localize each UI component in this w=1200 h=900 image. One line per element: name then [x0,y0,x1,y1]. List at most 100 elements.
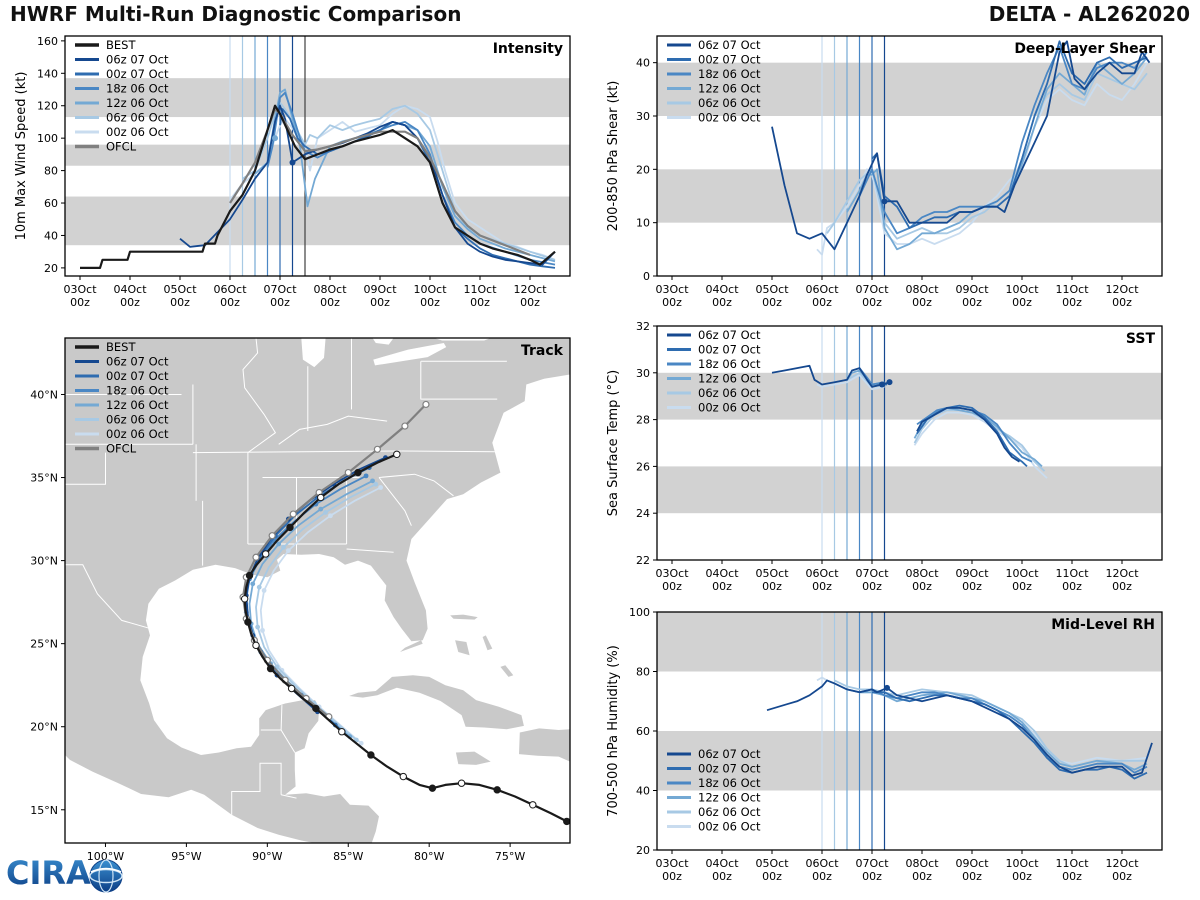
y-tick-label: 22 [636,554,650,567]
y-axis-title: 10m Max Wind Speed (kt) [14,72,29,241]
x-tick-label: 11Oct [1055,857,1089,870]
x-tick-label: 07Oct [855,857,889,870]
legend-label: 06z 07 Oct [698,328,761,342]
track-panel: 15°N 20°N 25°N 30°N 35°N 40°N 100°W 95°W 90°W 85°… [30,337,571,863]
x-tick-label: 03Oct [655,567,689,580]
x-tick-label: 00z [812,296,832,309]
x-tick-label: 07Oct [855,567,889,580]
x-tick-label: 09Oct [955,567,989,580]
legend-item: 00z 06 Oct [75,427,169,441]
x-tick-label: 11Oct [1055,567,1089,580]
legend-item: 12z 06 Oct [667,82,761,96]
track-point [328,513,333,519]
data-marker [881,198,888,205]
legend-item: OFCL [75,140,137,154]
y-tick-label: 32 [636,320,650,333]
intensity-panel: 2040608010012014016003Oct00z04Oct00z05Oc… [14,35,571,309]
y-tick-label: 25°N [30,638,58,651]
x-tick-label: 00z [270,296,290,309]
track-point [370,478,375,484]
x-tick-label: 00z [70,296,90,309]
x-tick-label: 00z [1012,870,1032,883]
x-tick-label: 00z [220,296,240,309]
y-tick-label: 40 [636,57,650,70]
x-tick-label: 10Oct [1005,567,1039,580]
shaded-band [657,731,1162,791]
track-point [401,422,409,430]
rh-panel: 2040608010003Oct00z04Oct00z05Oct00z06Oct… [606,606,1163,883]
legend-label: 18z 06 Oct [106,384,169,398]
track-point [428,784,437,792]
track-point [256,584,262,590]
track-point [422,400,430,409]
x-tick-label: 00z [370,296,390,309]
data-marker [884,684,890,691]
x-tick-label: 06Oct [213,283,247,296]
shear-title: Deep-Layer Shear [1014,41,1155,57]
landmass [450,614,478,620]
data-marker [879,381,885,388]
x-tick-label: 05Oct [755,283,789,296]
cira-logo: CIRA [6,854,123,893]
rh-title: Mid-Level RH [1051,617,1155,633]
x-tick-label: 04Oct [705,567,739,580]
track-point [358,740,364,746]
y-axis-title: 700-500 hPa Humidity (%) [606,645,621,817]
x-tick-label: 00z [712,870,732,883]
legend-label: 06z 06 Oct [106,111,169,125]
x-tick-label: 85°W [333,850,363,863]
legend-label: 06z 06 Oct [106,413,169,427]
x-tick-label: 09Oct [955,857,989,870]
x-tick-label: 00z [862,580,882,593]
storm-tracks [239,400,570,826]
x-tick-label: 03Oct [63,283,97,296]
legend-item: 00z 06 Oct [667,401,761,415]
track-point [317,493,325,502]
y-tick-label: 20 [44,262,58,275]
x-tick-label: 05Oct [163,283,197,296]
y-tick-label: 80 [636,666,650,679]
plot-frame [656,325,1163,561]
x-tick-label: 10Oct [1005,857,1039,870]
track-point [252,641,260,650]
y-tick-label: 60 [44,197,58,210]
track-point [281,544,286,550]
x-tick-label: 00z [420,296,440,309]
legend-label: BEST [106,340,136,354]
track-point [373,445,381,453]
legend-label: 00z 07 Oct [698,343,761,357]
x-tick-label: 00z [1112,870,1132,883]
track-point [354,468,362,477]
x-tick-label: 00z [1062,580,1082,593]
x-tick-label: 03Oct [655,283,689,296]
intensity-series-best [80,104,556,269]
map-land [65,338,570,843]
sst-panel: 22242628303203Oct00z04Oct00z05Oct00z06Oc… [606,320,1163,593]
x-tick-label: 05Oct [755,567,789,580]
x-tick-label: 00z [1062,870,1082,883]
plot-frame [64,35,571,277]
legend-label: 12z 06 Oct [106,398,169,412]
x-tick-label: 00z [1112,296,1132,309]
y-tick-label: 28 [636,414,650,427]
track-best [243,453,568,823]
legend-label: 00z 06 Oct [698,820,761,834]
track-point [318,506,324,512]
legend-item: 06z 07 Oct [667,747,761,761]
track-point [266,664,275,673]
track-point [344,468,352,477]
track-point [563,817,570,826]
x-tick-label: 12Oct [1105,283,1139,296]
legend-item: 06z 06 Oct [75,111,169,125]
track-point [245,571,254,580]
x-tick-label: 100°W [87,850,124,863]
y-tick-label: 30°N [30,555,58,568]
y-tick-label: 26 [636,460,650,473]
legend-label: BEST [106,38,136,52]
legend-label: 06z 07 Oct [698,747,761,761]
x-tick-label: 00z [712,580,732,593]
track-point [393,450,401,458]
x-tick-label: 11Oct [1055,283,1089,296]
